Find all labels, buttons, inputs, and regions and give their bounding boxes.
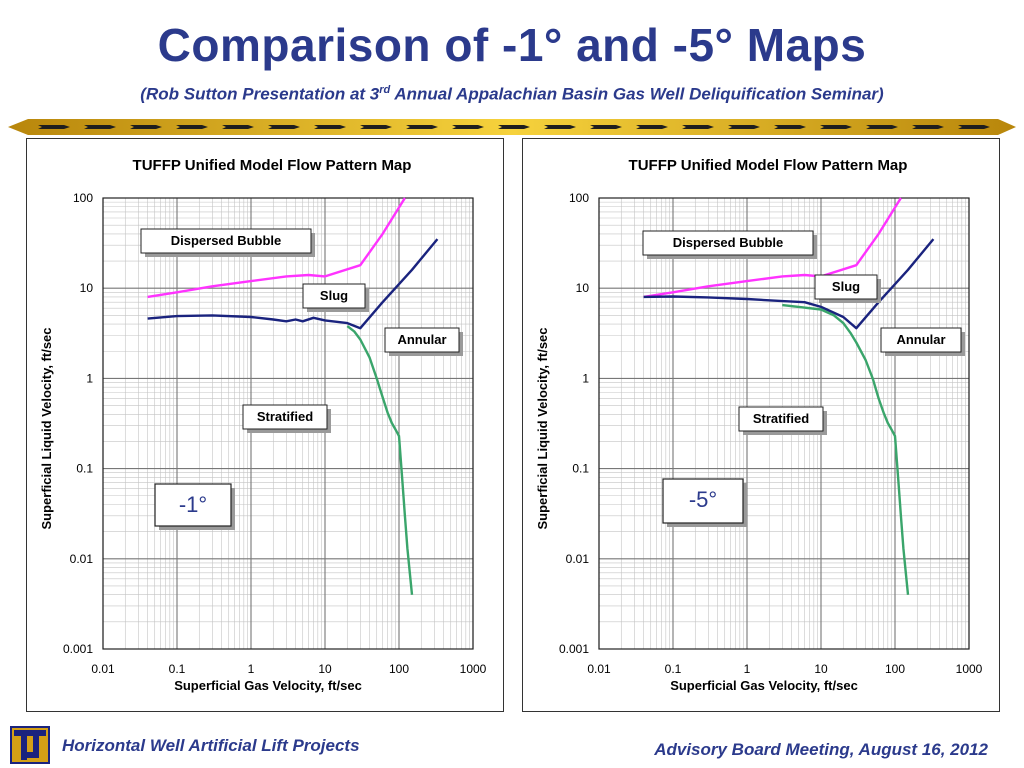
region-label-box — [642, 230, 814, 256]
decorative-stripe — [8, 119, 1016, 135]
stripe-dash — [498, 125, 530, 129]
stripe-dash — [958, 125, 990, 129]
boundary-line — [147, 197, 406, 299]
stripe-dash — [452, 125, 484, 129]
x-tick-label: 1 — [744, 662, 751, 676]
stripe-dash — [682, 125, 714, 129]
y-axis-label: Superficial Liquid Velocity, ft/sec — [39, 327, 54, 529]
boundary-line — [782, 303, 910, 595]
y-tick-label: 1 — [582, 371, 589, 385]
stripe-dash — [222, 125, 254, 129]
x-tick-label: 100 — [885, 662, 905, 676]
region-label-box — [814, 274, 878, 300]
plot-frame — [102, 197, 474, 650]
stripe-dash — [820, 125, 852, 129]
subtitle-superscript: rd — [379, 84, 391, 96]
stripe-dash — [774, 125, 806, 129]
stripe-dash — [912, 125, 944, 129]
slide-title: Comparison of -1° and -5° Maps — [157, 19, 867, 71]
boundary-line — [643, 238, 935, 330]
x-tick-label: 0.01 — [91, 662, 115, 676]
region-label: Dispersed Bubble — [673, 235, 784, 250]
y-tick-label: 100 — [73, 191, 93, 205]
plot-frame — [598, 197, 970, 650]
region-label-box — [384, 327, 460, 353]
stripe-dash — [590, 125, 622, 129]
subtitle-main: (Rob Sutton Presentation at 3 — [140, 84, 380, 104]
y-tick-label: 1 — [86, 371, 93, 385]
stripe-dash — [406, 125, 438, 129]
y-axis-label: Superficial Liquid Velocity, ft/sec — [535, 327, 550, 529]
x-tick-label: 0.1 — [665, 662, 682, 676]
y-tick-label: 0.01 — [566, 552, 590, 566]
stripe-dash — [38, 125, 70, 129]
region-label: Stratified — [257, 409, 313, 424]
stripe-dash — [544, 125, 576, 129]
subtitle-rest: Annual Appalachian Basin Gas Well Deliqu… — [390, 84, 884, 104]
region-label-box — [880, 327, 962, 353]
x-tick-label: 0.01 — [587, 662, 611, 676]
footer-meeting-date: Advisory Board Meeting, August 16, 2012 — [654, 740, 988, 759]
chart-panel-5deg: 0.01 0.1 1 10 100 1000 0.001 0.01 0.1 1 10 100 TUFFP… — [522, 138, 1000, 712]
x-tick-label: 100 — [389, 662, 409, 676]
x-tick-label: 1000 — [460, 662, 487, 676]
boundary-line — [346, 325, 414, 595]
y-tick-label: 100 — [569, 191, 589, 205]
x-tick-label: 0.1 — [169, 662, 186, 676]
stripe-dash — [636, 125, 668, 129]
region-label: Annular — [896, 332, 945, 347]
region-label-box — [302, 283, 366, 309]
y-tick-label: 0.001 — [559, 642, 589, 656]
x-tick-label: 1000 — [956, 662, 983, 676]
flow-pattern-chart: 0.01 0.1 1 10 100 1000 0.001 0.01 0.1 1 10 100 TUFFP… — [39, 157, 487, 693]
flow-pattern-chart: 0.01 0.1 1 10 100 1000 0.001 0.01 0.1 1 10 100 TUFFP… — [535, 157, 983, 693]
chart-title: TUFFP Unified Model Flow Pattern Map — [133, 157, 412, 174]
region-label: Slug — [320, 288, 348, 303]
region-label: Slug — [832, 279, 860, 294]
footer-project-name: Horizontal Well Artificial Lift Projects — [62, 736, 360, 755]
stripe-dash — [866, 125, 898, 129]
stripe-dash — [176, 125, 208, 129]
angle-label: -1° — [179, 492, 207, 517]
chart-panel-1deg: 0.01 0.1 1 10 100 1000 0.001 0.01 0.1 1 10 100 TUFFP… — [26, 138, 504, 712]
region-label: Dispersed Bubble — [171, 233, 282, 248]
stripe-dash — [728, 125, 760, 129]
x-tick-label: 1 — [248, 662, 255, 676]
boundary-line — [643, 197, 902, 299]
y-tick-label: 0.1 — [572, 462, 589, 476]
stripe-dash — [314, 125, 346, 129]
y-tick-label: 0.01 — [70, 552, 94, 566]
y-tick-label: 0.001 — [63, 642, 93, 656]
x-tick-label: 10 — [318, 662, 332, 676]
slide-subtitle: (Rob Sutton Presentation at 3rd Annual A… — [0, 84, 1024, 105]
region-label-box — [738, 406, 824, 432]
y-tick-label: 10 — [576, 281, 590, 295]
x-axis-label: Superficial Gas Velocity, ft/sec — [174, 678, 362, 693]
region-label-box — [140, 228, 312, 254]
angle-label: -5° — [689, 487, 717, 512]
stripe-dash — [130, 125, 162, 129]
region-label: Stratified — [753, 411, 809, 426]
chart-title: TUFFP Unified Model Flow Pattern Map — [629, 157, 908, 174]
stripe-dash — [360, 125, 392, 129]
y-tick-label: 0.1 — [76, 462, 93, 476]
stripe-dash — [84, 125, 116, 129]
angle-label-box — [662, 478, 744, 524]
y-tick-label: 10 — [80, 281, 94, 295]
x-axis-label: Superficial Gas Velocity, ft/sec — [670, 678, 858, 693]
region-label: Annular — [397, 332, 446, 347]
tu-logo — [10, 726, 50, 764]
x-tick-label: 10 — [814, 662, 828, 676]
angle-label-box — [154, 483, 232, 527]
stripe-dash — [268, 125, 300, 129]
region-label-box — [242, 404, 328, 430]
boundary-line — [147, 238, 439, 330]
